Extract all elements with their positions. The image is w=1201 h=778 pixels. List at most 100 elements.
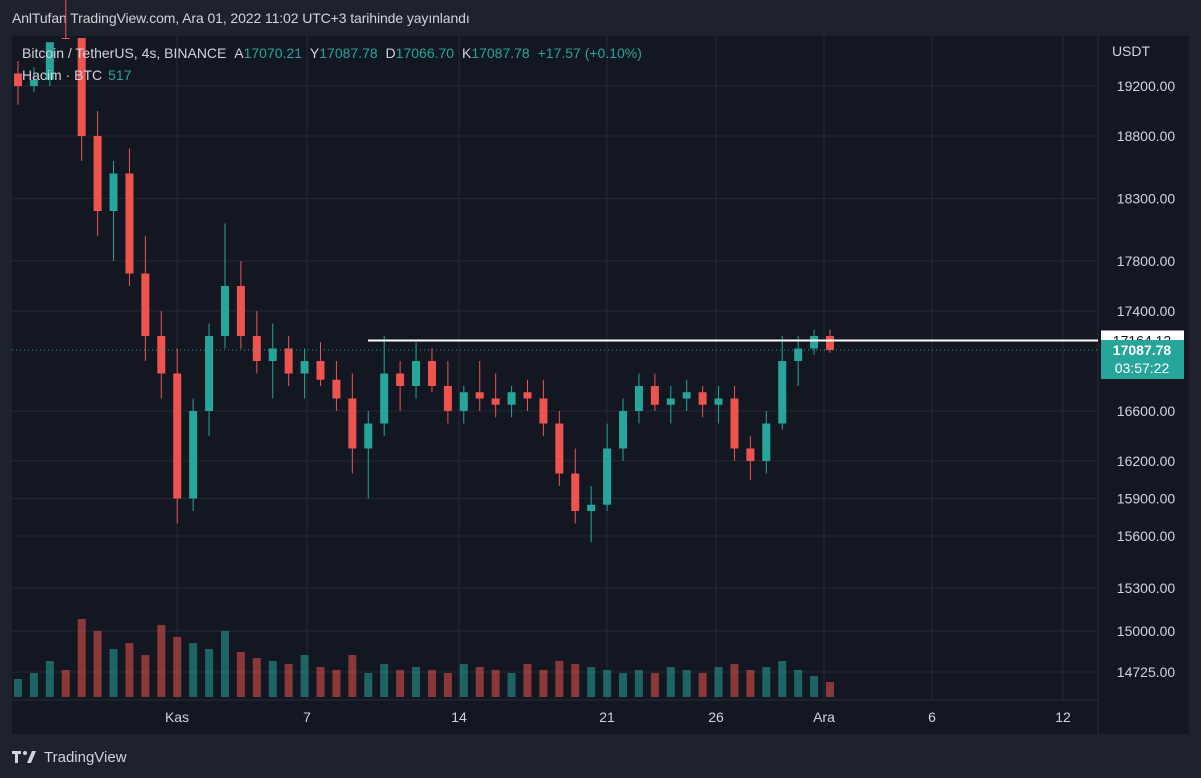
price-tick-label: 18300.00	[1117, 191, 1176, 207]
time-tick-label: 14	[451, 709, 467, 725]
candle-body	[29, 79, 38, 86]
volume-bar	[810, 676, 819, 697]
volume-bar	[619, 673, 628, 697]
volume-bar	[173, 637, 182, 697]
candle-body	[268, 348, 277, 361]
candle-body	[475, 392, 484, 399]
volume-bar	[762, 667, 771, 697]
volume-bar	[826, 682, 834, 697]
volume-bar	[157, 625, 166, 697]
candle-body	[507, 392, 516, 405]
candle-body	[189, 411, 198, 499]
volume-bar	[125, 643, 134, 697]
volume-bar	[427, 670, 436, 697]
volume-value: 517	[108, 67, 132, 83]
time-tick-label: 6	[928, 709, 936, 725]
volume-bar	[682, 670, 691, 697]
candle-body	[666, 398, 675, 405]
candle-body	[459, 392, 468, 411]
candle-body	[714, 398, 723, 405]
footer-brand: TradingView	[44, 748, 127, 766]
price-tick-label: 14725.00	[1117, 664, 1176, 680]
high-value: 17087.78	[319, 45, 378, 61]
volume-bar	[650, 673, 659, 697]
candle-body	[650, 386, 659, 405]
volume-bar	[45, 661, 54, 697]
last-price-badge	[1101, 340, 1184, 380]
candle-body	[412, 361, 421, 386]
candle-body	[826, 336, 834, 350]
symbol-label[interactable]: Bitcoin / TetherUS, 4s, BINANCE	[22, 45, 227, 61]
volume-bar	[778, 661, 787, 697]
open-value: 17070.21	[243, 45, 303, 61]
price-tick-label: 16200.00	[1117, 453, 1176, 469]
volume-bar	[61, 670, 70, 697]
volume-label[interactable]: Hacim · BTC	[22, 67, 103, 83]
candle-body	[571, 473, 580, 511]
candle-body	[762, 423, 771, 461]
candle-body	[427, 361, 436, 386]
volume-bar	[794, 670, 803, 697]
price-tick-label: 15300.00	[1117, 580, 1176, 596]
volume-bar	[746, 670, 755, 697]
low-value: 17066.70	[395, 45, 455, 61]
candle-body	[491, 398, 500, 405]
candle-body	[603, 448, 612, 505]
candle-body	[380, 373, 389, 424]
volume-bar	[571, 664, 580, 697]
candle-body	[125, 173, 134, 274]
volume-bar	[634, 670, 643, 697]
candle-body	[284, 348, 293, 374]
volume-bar	[220, 631, 229, 697]
price-tick-label: 17400.00	[1117, 303, 1176, 319]
volume-bar	[141, 655, 150, 697]
volume-bar	[109, 649, 118, 697]
volume-bar	[77, 619, 86, 697]
price-tick-label: 18800.00	[1117, 128, 1176, 144]
time-tick-label: 7	[303, 709, 311, 725]
volume-bar	[316, 667, 325, 697]
candle-body	[587, 504, 596, 511]
volume-bar	[284, 664, 293, 697]
candle-body	[682, 392, 691, 399]
footer: TradingView	[12, 744, 127, 770]
last-price-label: 17087.78	[1113, 342, 1172, 358]
time-tick-label: Ara	[813, 709, 835, 725]
candle-body	[634, 386, 643, 411]
candle-body	[61, 38, 70, 39]
candle-body	[619, 411, 628, 449]
publish-title: AnlTufan TradingView.com, Ara 01, 2022 1…	[12, 10, 470, 26]
candle-body	[539, 398, 548, 424]
time-tick-label: 26	[708, 709, 724, 725]
volume-bar	[443, 673, 452, 697]
currency-label: USDT	[1112, 43, 1151, 59]
candle-body	[810, 336, 819, 349]
candle-body	[141, 273, 150, 336]
candle-body	[205, 336, 214, 411]
open-label: A	[234, 45, 244, 61]
candle-body	[523, 392, 532, 399]
candle-countdown-label: 03:57:22	[1115, 360, 1170, 376]
volume-legend: Hacim · BTC 517	[22, 67, 131, 83]
candle-body	[300, 361, 309, 374]
volume-bar	[300, 655, 309, 697]
candle-body	[332, 379, 341, 399]
volume-bar	[236, 652, 245, 697]
volume-bar	[523, 664, 532, 697]
volume-bar	[29, 673, 38, 697]
volume-bar	[475, 667, 484, 697]
candle-body	[14, 73, 22, 86]
change-value: +17.57 (+0.10%)	[537, 45, 642, 61]
volume-bar	[587, 667, 596, 697]
candle-body	[730, 398, 739, 449]
price-tick-label: 17800.00	[1117, 253, 1176, 269]
candle-body	[173, 373, 182, 499]
volume-bar	[555, 661, 564, 697]
candle-body	[45, 42, 54, 80]
volume-bar	[205, 649, 214, 697]
volume-bar	[412, 667, 421, 697]
volume-bar	[396, 670, 405, 697]
candle-body	[698, 392, 707, 405]
volume-bar	[730, 664, 739, 697]
